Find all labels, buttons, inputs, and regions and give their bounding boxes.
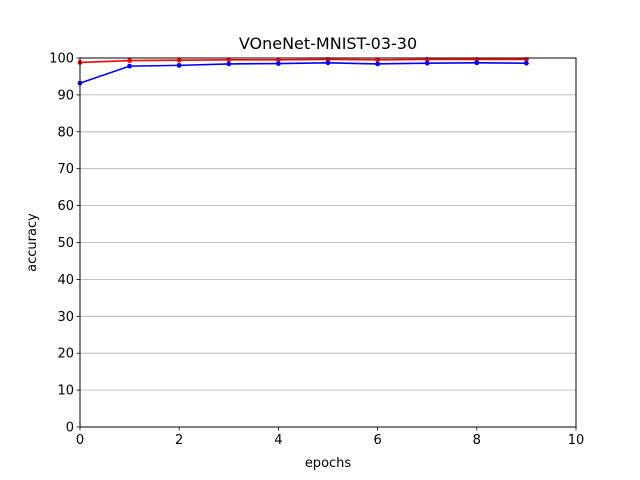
y-tick-label: 30 bbox=[57, 310, 74, 325]
y-tick-label: 60 bbox=[57, 199, 74, 214]
data-point bbox=[226, 61, 232, 67]
x-axis-label: epochs bbox=[305, 456, 352, 471]
y-tick-label: 0 bbox=[66, 421, 74, 436]
x-tick-label: 4 bbox=[274, 433, 282, 448]
y-tick-label: 40 bbox=[57, 273, 74, 288]
data-point bbox=[226, 57, 232, 63]
x-tick-label: 8 bbox=[473, 433, 481, 448]
series-line bbox=[79, 61, 527, 84]
data-point bbox=[127, 63, 132, 69]
y-tick-label: 10 bbox=[57, 384, 74, 399]
y-axis-label: accuracy bbox=[25, 213, 40, 272]
data-point bbox=[375, 57, 380, 63]
y-tick-label: 90 bbox=[57, 88, 74, 103]
x-axis: 0 2 4 6 8 10 bbox=[76, 427, 584, 448]
y-tick-label: 100 bbox=[49, 52, 74, 67]
series-line bbox=[79, 58, 527, 64]
x-tick-label: 2 bbox=[175, 433, 183, 448]
data-point bbox=[424, 60, 430, 66]
chart-title: VOneNet-MNIST-03-30 bbox=[239, 34, 417, 53]
data-point bbox=[276, 57, 281, 63]
data-point bbox=[375, 61, 380, 67]
x-tick-label: 10 bbox=[568, 433, 585, 448]
data-point bbox=[176, 62, 182, 68]
data-point bbox=[127, 58, 132, 63]
y-tick-label: 70 bbox=[57, 162, 74, 177]
x-tick-label: 0 bbox=[76, 433, 84, 448]
series-1 bbox=[77, 60, 529, 86]
data-point bbox=[276, 61, 281, 66]
y-tick-label: 80 bbox=[57, 125, 74, 140]
y-axis: 0 10 20 30 40 50 60 70 80 90 100 bbox=[49, 52, 80, 436]
x-tick-label: 6 bbox=[373, 433, 381, 448]
gridlines bbox=[80, 57, 576, 428]
data-point bbox=[176, 57, 182, 63]
series-layer bbox=[77, 57, 529, 86]
data-point bbox=[524, 60, 529, 66]
data-point bbox=[325, 60, 331, 66]
y-tick-label: 50 bbox=[57, 236, 74, 251]
y-tick-label: 20 bbox=[57, 347, 74, 362]
data-point bbox=[474, 60, 480, 66]
